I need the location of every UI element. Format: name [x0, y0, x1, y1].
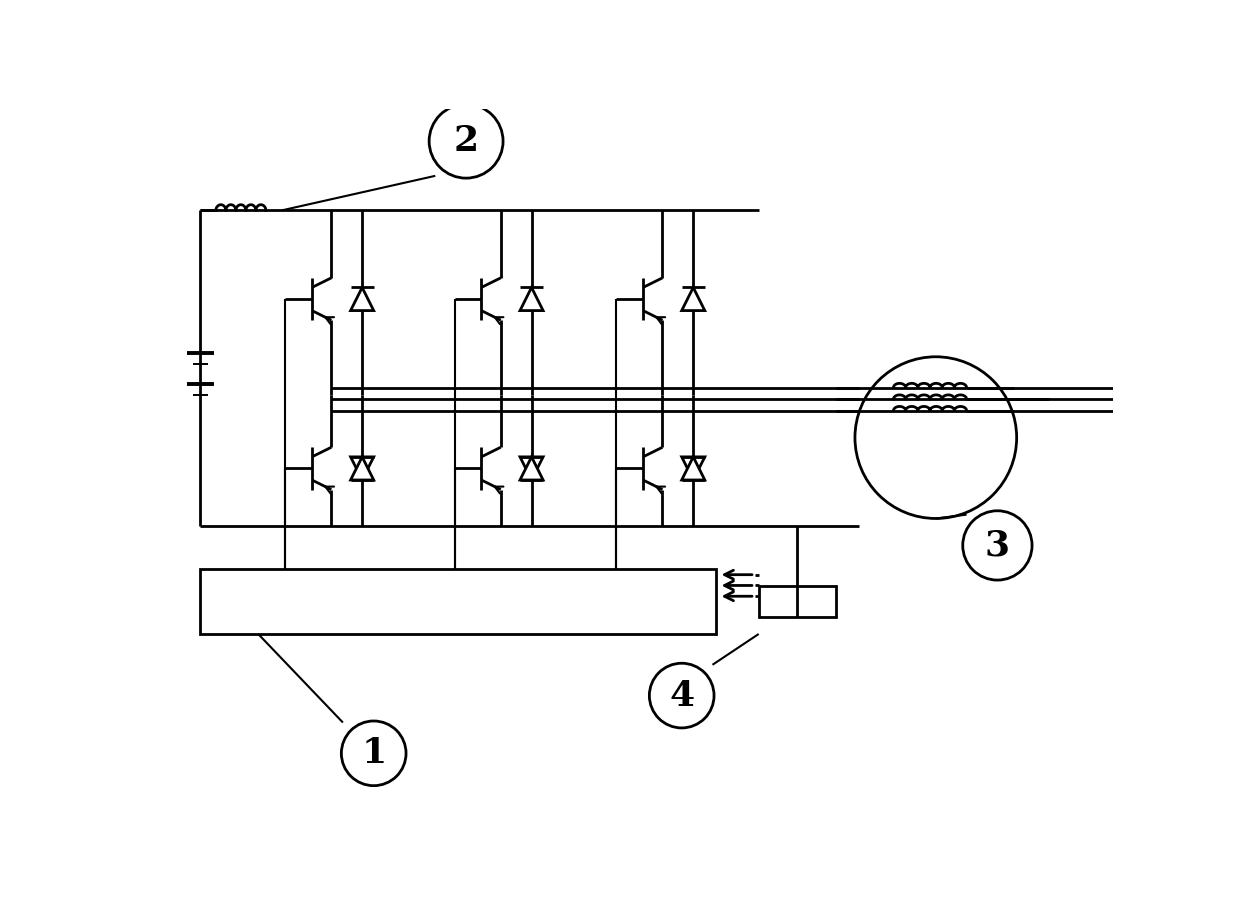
Polygon shape — [682, 457, 704, 480]
Polygon shape — [520, 457, 543, 480]
Polygon shape — [351, 457, 373, 480]
Text: 2: 2 — [454, 124, 479, 158]
Polygon shape — [682, 288, 704, 310]
Text: 1: 1 — [361, 736, 387, 770]
Polygon shape — [351, 288, 373, 310]
Text: 4: 4 — [670, 678, 694, 713]
Bar — [201, 569, 717, 634]
Bar — [759, 586, 836, 617]
Text: 3: 3 — [985, 529, 1009, 562]
Polygon shape — [351, 457, 373, 480]
Polygon shape — [520, 457, 543, 480]
Polygon shape — [682, 457, 704, 480]
Polygon shape — [520, 288, 543, 310]
